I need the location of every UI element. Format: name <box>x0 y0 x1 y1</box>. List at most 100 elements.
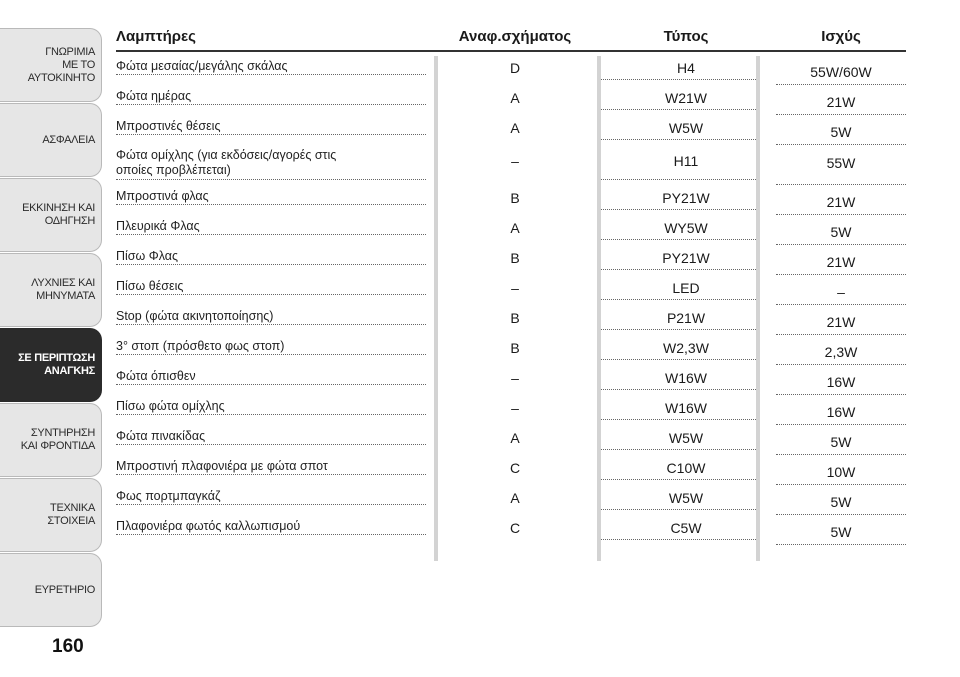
row-divider <box>776 184 906 185</box>
table-row: Φως πορτμπαγκάζ A W5W 5W <box>116 486 906 516</box>
tab-getting-to-know-car[interactable]: ΓΝΩΡΙΜΙΑ ΜΕ ΤΟ ΑΥΤΟΚΙΝΗΤΟ <box>0 28 102 102</box>
figure-ref: C <box>509 520 521 536</box>
bulb-type: C5W <box>670 520 702 536</box>
bulb-type: C10W <box>666 460 706 476</box>
bulb-power: 5W <box>830 434 852 450</box>
table-row: Φώτα πινακίδας A W5W 5W <box>116 426 906 456</box>
column-divider <box>434 56 438 561</box>
bulb-power: 5W <box>830 124 852 140</box>
table-row: Φώτα ομίχλης (για εκδόσεις/αγορές στις ο… <box>116 146 906 186</box>
row-divider <box>776 514 906 515</box>
table-row: Πίσω φώτα ομίχλης – W16W 16W <box>116 396 906 426</box>
bulb-type: H4 <box>677 60 695 76</box>
row-divider <box>776 214 906 215</box>
bulb-table: Λαμπτήρες Αναφ.σχήματος Τύπος Ισχύς Φώτα… <box>116 26 906 561</box>
row-divider <box>601 79 756 80</box>
bulb-type: PY21W <box>662 190 710 206</box>
figure-ref: A <box>510 490 520 506</box>
lamp-name: Πίσω Φλας <box>116 249 179 263</box>
row-divider <box>601 389 756 390</box>
lamp-name: Πλαφονιέρα φωτός καλλωπισμού <box>116 519 301 533</box>
row-divider <box>116 179 426 180</box>
bulb-power: 16W <box>826 404 856 420</box>
row-divider <box>776 394 906 395</box>
row-divider <box>776 454 906 455</box>
table-row: Πλευρικά Φλας A WY5W 5W <box>116 216 906 246</box>
tab-emergency[interactable]: ΣΕ ΠΕΡΙΠΤΩΣΗ ΑΝΑΓΚΗΣ <box>0 328 102 402</box>
bulb-type: W2,3W <box>663 340 709 356</box>
bulb-type: W16W <box>665 370 707 386</box>
row-divider <box>116 504 426 505</box>
table-row: Πλαφονιέρα φωτός καλλωπισμού C C5W 5W <box>116 516 906 546</box>
figure-ref: A <box>510 430 520 446</box>
bulb-power: 21W <box>826 194 856 210</box>
table-row: Πίσω Φλας B PY21W 21W <box>116 246 906 276</box>
table-row: Μπροστινή πλαφονιέρα με φώτα σποτ C C10W 10… <box>116 456 906 486</box>
figure-ref: A <box>510 90 520 106</box>
table-row: Πίσω θέσεις – LED – <box>116 276 906 306</box>
bulb-power: 16W <box>826 374 856 390</box>
lamp-name: Φώτα όπισθεν <box>116 369 196 383</box>
bulb-power: 21W <box>826 94 856 110</box>
header-power: Ισχύς <box>821 28 861 45</box>
table-row: Φώτα μεσαίας/μεγάλης σκάλας D H4 55W/60W <box>116 56 906 86</box>
lamp-name: Πλευρικά Φλας <box>116 219 200 233</box>
bulb-type: W5W <box>668 490 704 506</box>
column-divider <box>597 56 601 561</box>
row-divider <box>601 179 756 180</box>
tab-warning-lights[interactable]: ΛΥΧΝΙΕΣ ΚΑΙ ΜΗΝΥΜΑΤΑ <box>0 253 102 327</box>
row-divider <box>776 144 906 145</box>
row-divider <box>776 334 906 335</box>
table-row: Φώτα όπισθεν – W16W 16W <box>116 366 906 396</box>
lamp-name: Μπροστινές θέσεις <box>116 119 221 133</box>
bulb-power: 55W <box>826 155 856 171</box>
lamp-name: Φώτα μεσαίας/μεγάλης σκάλας <box>116 59 288 73</box>
figure-ref: B <box>510 310 520 326</box>
tab-maintenance[interactable]: ΣΥΝΤΗΡΗΣΗ ΚΑΙ ΦΡΟΝΤΙΔΑ <box>0 403 102 477</box>
row-divider <box>776 274 906 275</box>
tab-safety[interactable]: ΑΣΦΑΛΕΙΑ <box>0 103 102 177</box>
bulb-type: P21W <box>666 310 706 326</box>
row-divider <box>776 364 906 365</box>
page-number: 160 <box>52 636 84 657</box>
row-divider <box>601 239 756 240</box>
row-divider <box>116 104 426 105</box>
bulb-type: WY5W <box>664 220 708 236</box>
row-divider <box>116 354 426 355</box>
figure-ref: – <box>511 370 519 386</box>
lamp-name: Stop (φώτα ακινητοποίησης) <box>116 309 274 323</box>
row-divider <box>601 329 756 330</box>
tab-starting-driving[interactable]: ΕΚΚΙΝΗΣΗ ΚΑΙ ΟΔΗΓΗΣΗ <box>0 178 102 252</box>
table-row: Φώτα ημέρας A W21W 21W <box>116 86 906 116</box>
bulb-power: 55W/60W <box>810 64 872 80</box>
table-row: Μπροστινά φλας B PY21W 21W <box>116 186 906 216</box>
bulb-type: H11 <box>673 153 699 169</box>
row-divider <box>116 134 426 135</box>
row-divider <box>601 509 756 510</box>
row-divider <box>116 384 426 385</box>
figure-ref: B <box>510 340 520 356</box>
tab-technical-data[interactable]: ΤΕΧΝΙΚΑ ΣΤΟΙΧΕΙΑ <box>0 478 102 552</box>
lamp-name: 3° στοπ (πρόσθετο φως στοπ) <box>116 339 285 353</box>
row-divider <box>601 479 756 480</box>
column-divider <box>756 56 760 561</box>
row-divider <box>116 534 426 535</box>
tab-index[interactable]: ΕΥΡΕΤΗΡΙΟ <box>0 553 102 627</box>
row-divider <box>116 264 426 265</box>
figure-ref: B <box>510 190 520 206</box>
table-row: Μπροστινές θέσεις A W5W 5W <box>116 116 906 146</box>
row-divider <box>116 294 426 295</box>
bulb-power: 5W <box>830 224 852 240</box>
bulb-power: 21W <box>826 254 856 270</box>
figure-ref: A <box>510 220 520 236</box>
figure-ref: – <box>511 280 519 296</box>
bulb-power: 5W <box>830 494 852 510</box>
row-divider <box>116 444 426 445</box>
lamp-name: Μπροστινή πλαφονιέρα με φώτα σποτ <box>116 459 328 473</box>
row-divider <box>116 234 426 235</box>
figure-ref: D <box>509 60 521 76</box>
row-divider <box>601 299 756 300</box>
row-divider <box>776 244 906 245</box>
header-lamps: Λαμπτήρες <box>116 28 196 45</box>
row-divider <box>601 269 756 270</box>
